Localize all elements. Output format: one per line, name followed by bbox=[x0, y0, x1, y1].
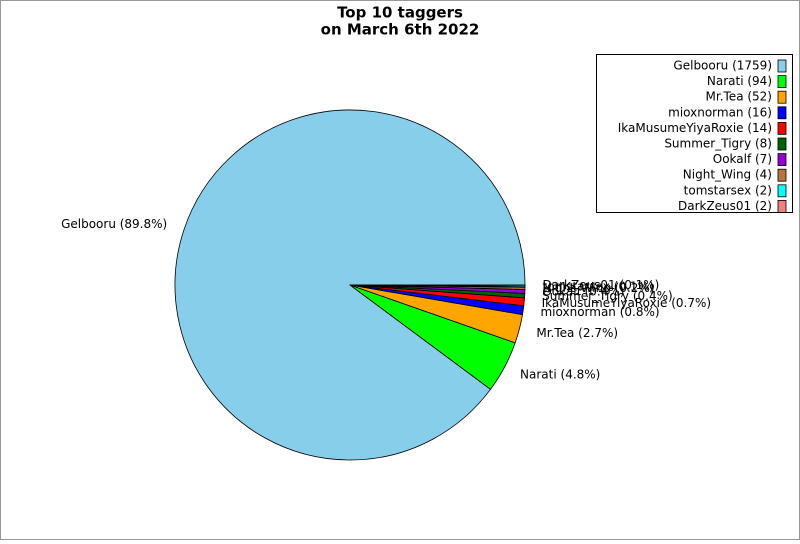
legend-swatch bbox=[777, 59, 787, 73]
chart-title: on March 6th 2022 bbox=[321, 21, 480, 39]
legend-label: Gelbooru (1759) bbox=[673, 59, 772, 73]
legend-label: Summer_Tigry (8) bbox=[664, 137, 772, 151]
legend-swatch bbox=[777, 90, 787, 104]
legend-label: tomstarsex (2) bbox=[684, 183, 772, 197]
legend-label: Night_Wing (4) bbox=[683, 168, 772, 182]
legend-swatch bbox=[777, 168, 787, 182]
slice-label: Gelbooru (89.8%) bbox=[61, 217, 167, 231]
legend-swatch bbox=[777, 199, 787, 213]
legend-swatch bbox=[777, 137, 787, 151]
legend-label: Mr.Tea (52) bbox=[706, 90, 772, 104]
slice-label: Night_Wing (0.2%) bbox=[542, 281, 654, 295]
chart-title: Top 10 taggers bbox=[337, 4, 463, 22]
legend-label: Ookalf (7) bbox=[713, 152, 772, 166]
legend-box bbox=[596, 54, 793, 213]
legend-swatch bbox=[777, 106, 787, 120]
slice-label: Ookalf (0.4%) bbox=[542, 285, 624, 299]
legend-label: IkaMusumeYiyaRoxie (14) bbox=[618, 121, 772, 135]
legend-label: mioxnorman (16) bbox=[668, 105, 772, 119]
slice-label: mioxnorman (0.8%) bbox=[540, 305, 659, 319]
legend-swatch bbox=[777, 153, 787, 167]
slice-label: Summer_Tigry (0.4%) bbox=[542, 289, 673, 303]
slice-label: IkaMusumeYiyaRoxie (0.7%) bbox=[542, 296, 711, 310]
slice-label: Mr.Tea (2.7%) bbox=[536, 326, 618, 340]
legend-swatch bbox=[777, 184, 787, 198]
pie-slice bbox=[349, 284, 526, 287]
legend-swatch bbox=[777, 75, 787, 88]
slice-label: tomstarsex (0.1%) bbox=[542, 279, 653, 293]
slice-label: DarkZeus01 (0.1%) bbox=[542, 278, 659, 292]
slice-label: Narati (4.8%) bbox=[520, 368, 600, 382]
legend-label: DarkZeus01 (2) bbox=[678, 199, 772, 213]
legend-swatch bbox=[777, 122, 787, 135]
legend-label: Narati (94) bbox=[707, 74, 772, 88]
